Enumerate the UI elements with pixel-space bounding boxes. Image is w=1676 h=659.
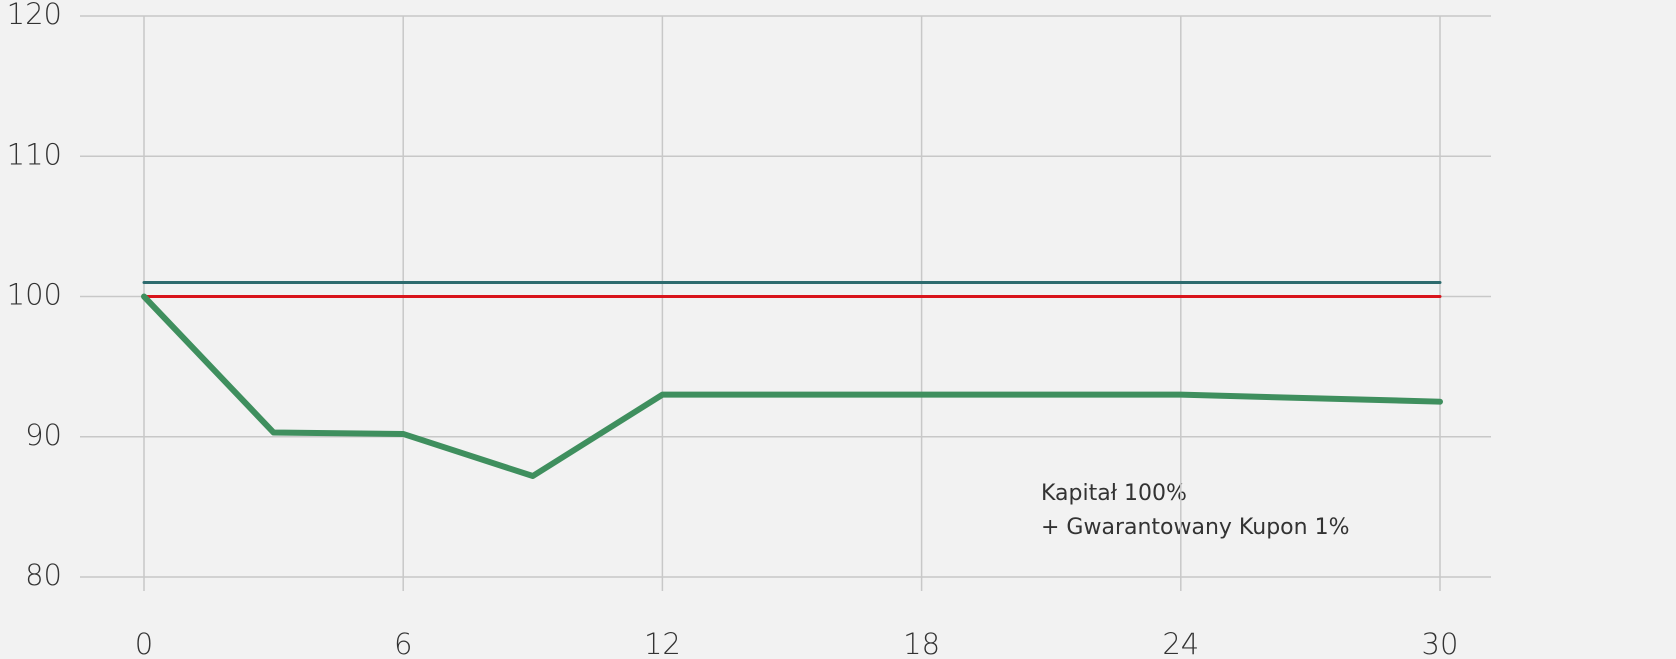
- x-tick-label: 18: [903, 627, 940, 659]
- y-tick-label: 90: [25, 418, 62, 452]
- y-tick-label: 100: [7, 278, 62, 312]
- annotation: + Gwarantowany Kupon 1%: [1041, 515, 1349, 540]
- x-tick-label: 24: [1162, 627, 1199, 659]
- x-tick-label: 6: [394, 627, 412, 659]
- y-tick-label: 120: [7, 0, 62, 31]
- x-tick-label: 0: [135, 627, 153, 659]
- y-tick-label: 80: [25, 558, 62, 592]
- x-tick-label: 30: [1422, 627, 1459, 659]
- x-tick-label: 12: [644, 627, 681, 659]
- y-tick-label: 110: [7, 137, 62, 171]
- annotation: Kapitał 100%: [1041, 481, 1187, 506]
- series-line: [141, 293, 1443, 480]
